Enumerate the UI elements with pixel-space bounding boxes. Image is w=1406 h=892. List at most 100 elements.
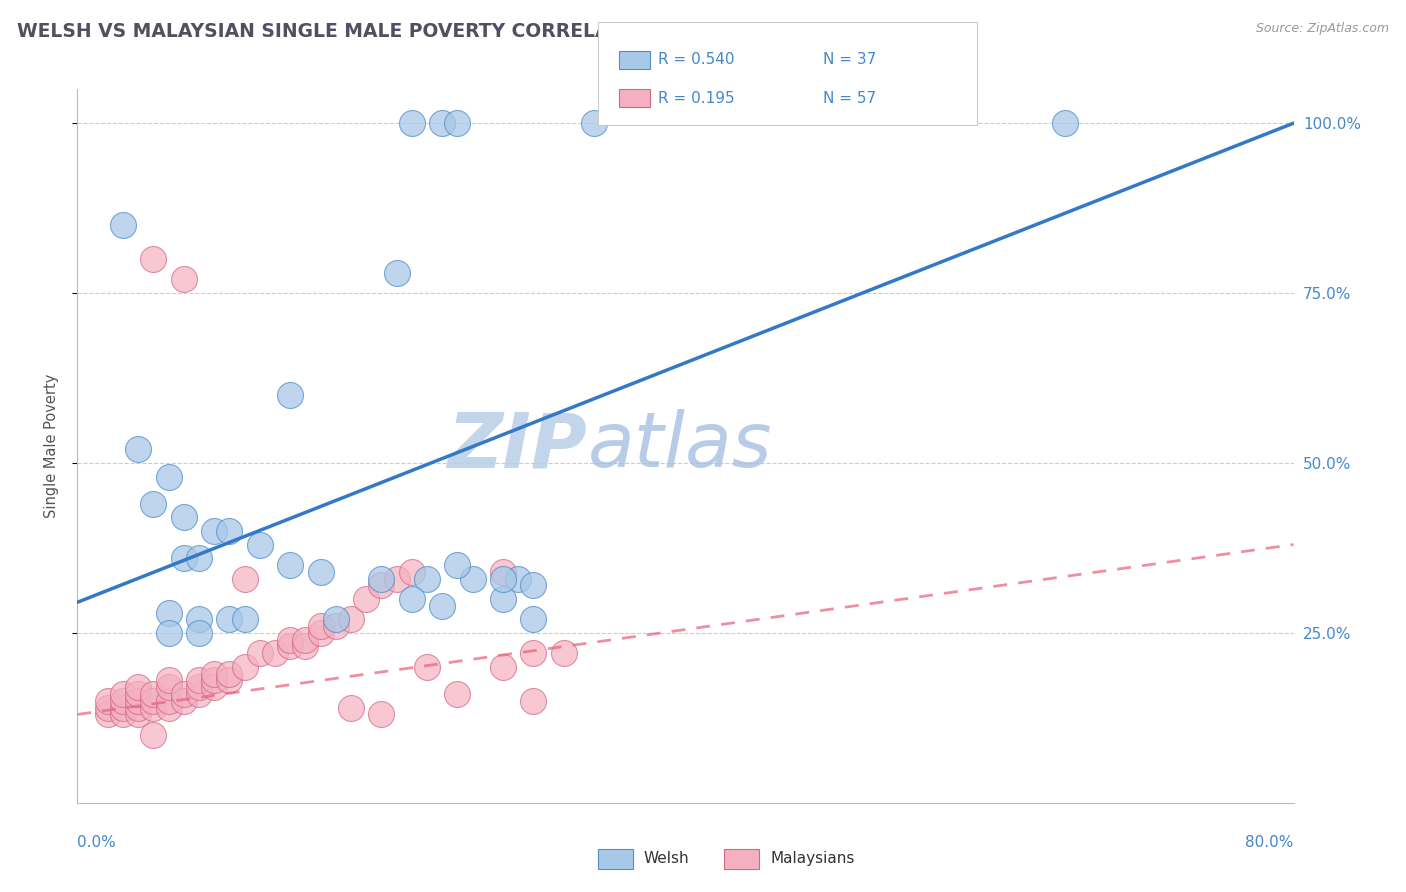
Point bbox=[385, 572, 408, 586]
Point bbox=[446, 558, 468, 572]
Point bbox=[432, 116, 454, 130]
Point bbox=[354, 591, 377, 606]
Point bbox=[340, 700, 363, 714]
Point bbox=[157, 673, 180, 688]
Point bbox=[173, 551, 195, 566]
Text: 0.0%: 0.0% bbox=[77, 836, 117, 850]
Point bbox=[202, 524, 225, 538]
Point bbox=[97, 694, 120, 708]
Point bbox=[111, 707, 134, 722]
Point bbox=[233, 572, 256, 586]
Point bbox=[173, 510, 195, 524]
Point bbox=[127, 694, 149, 708]
Point bbox=[218, 666, 240, 681]
Point bbox=[264, 646, 287, 660]
Point bbox=[325, 619, 347, 633]
Point bbox=[370, 707, 392, 722]
Point bbox=[278, 558, 301, 572]
Point bbox=[370, 572, 392, 586]
Point bbox=[294, 632, 316, 647]
Point bbox=[340, 612, 363, 626]
Point bbox=[127, 700, 149, 714]
Point bbox=[233, 660, 256, 674]
Point bbox=[1054, 116, 1077, 130]
Point bbox=[325, 612, 347, 626]
Point bbox=[432, 599, 454, 613]
Point bbox=[278, 388, 301, 402]
Text: 80.0%: 80.0% bbox=[1246, 836, 1294, 850]
Point bbox=[416, 660, 439, 674]
Point bbox=[385, 266, 408, 280]
Point bbox=[278, 632, 301, 647]
Point bbox=[127, 707, 149, 722]
Point bbox=[309, 619, 332, 633]
Point bbox=[553, 646, 575, 660]
Point bbox=[127, 687, 149, 701]
Point bbox=[142, 700, 165, 714]
Point bbox=[97, 700, 120, 714]
Point bbox=[111, 694, 134, 708]
Point bbox=[401, 591, 423, 606]
Point bbox=[173, 694, 195, 708]
Point bbox=[492, 591, 515, 606]
Point bbox=[111, 687, 134, 701]
Text: R = 0.540: R = 0.540 bbox=[658, 53, 734, 67]
Point bbox=[522, 578, 544, 592]
Point bbox=[294, 640, 316, 654]
Point bbox=[309, 626, 332, 640]
Text: Welsh: Welsh bbox=[644, 852, 689, 866]
Point bbox=[492, 660, 515, 674]
Point bbox=[446, 116, 468, 130]
Point bbox=[142, 728, 165, 742]
Point bbox=[173, 687, 195, 701]
Text: Source: ZipAtlas.com: Source: ZipAtlas.com bbox=[1256, 22, 1389, 36]
Point bbox=[188, 551, 211, 566]
Point bbox=[416, 572, 439, 586]
Point bbox=[157, 469, 180, 483]
Point bbox=[249, 537, 271, 551]
Text: Malaysians: Malaysians bbox=[770, 852, 855, 866]
Y-axis label: Single Male Poverty: Single Male Poverty bbox=[44, 374, 59, 518]
Point bbox=[583, 116, 606, 130]
Point bbox=[111, 700, 134, 714]
Text: R = 0.195: R = 0.195 bbox=[658, 91, 734, 105]
Point bbox=[522, 646, 544, 660]
Text: ZIP: ZIP bbox=[449, 409, 588, 483]
Point bbox=[157, 606, 180, 620]
Text: atlas: atlas bbox=[588, 409, 773, 483]
Point bbox=[173, 272, 195, 286]
Point bbox=[202, 673, 225, 688]
Point bbox=[157, 680, 180, 694]
Point bbox=[218, 524, 240, 538]
Point bbox=[142, 497, 165, 511]
Point bbox=[218, 612, 240, 626]
Point bbox=[157, 626, 180, 640]
Point bbox=[492, 565, 515, 579]
Point bbox=[188, 687, 211, 701]
Point bbox=[309, 565, 332, 579]
Point bbox=[188, 673, 211, 688]
Point bbox=[142, 252, 165, 266]
Point bbox=[142, 694, 165, 708]
Text: N = 57: N = 57 bbox=[823, 91, 876, 105]
Point bbox=[233, 612, 256, 626]
Point bbox=[188, 612, 211, 626]
Point bbox=[188, 680, 211, 694]
Point bbox=[401, 565, 423, 579]
Point bbox=[278, 640, 301, 654]
Point bbox=[401, 116, 423, 130]
Point bbox=[492, 572, 515, 586]
Point bbox=[218, 673, 240, 688]
Point bbox=[522, 694, 544, 708]
Point bbox=[111, 218, 134, 232]
Point bbox=[97, 707, 120, 722]
Point bbox=[188, 626, 211, 640]
Text: WELSH VS MALAYSIAN SINGLE MALE POVERTY CORRELATION CHART: WELSH VS MALAYSIAN SINGLE MALE POVERTY C… bbox=[17, 22, 737, 41]
Point bbox=[202, 666, 225, 681]
Point bbox=[461, 572, 484, 586]
Point bbox=[142, 687, 165, 701]
Point bbox=[157, 694, 180, 708]
Point bbox=[249, 646, 271, 660]
Point bbox=[522, 612, 544, 626]
Point bbox=[202, 680, 225, 694]
